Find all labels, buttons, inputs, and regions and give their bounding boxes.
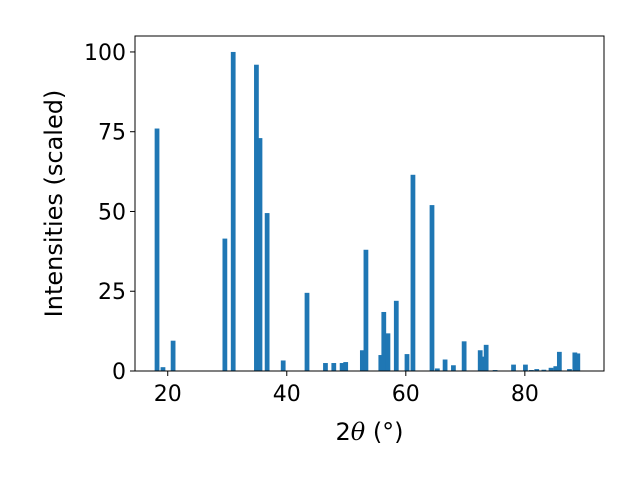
bar [556,351,562,371]
bar [257,138,263,371]
bar [154,128,160,371]
y-axis-ticks: 0 25 50 75 100 [84,41,135,385]
bar [483,344,489,371]
x-tick-label: 80 [511,382,539,407]
bar [393,300,399,371]
bar [339,363,345,371]
bar [461,341,467,371]
x-tick-label: 20 [154,382,182,407]
bar [160,367,166,371]
x-axis-label-prefix: 2 [335,418,350,446]
bar [363,249,369,371]
x-axis-label-suffix: (°) [365,418,403,446]
y-tick-label: 25 [98,280,126,305]
bar [553,366,559,371]
bar [534,369,540,371]
bar [429,205,435,371]
bar [264,213,270,371]
bar [381,311,387,371]
bar-group [154,51,581,371]
y-tick-label: 50 [98,200,126,225]
bar [451,365,456,371]
x-tick-label: 60 [392,382,420,407]
bar [511,364,516,371]
bar [359,350,365,371]
bar [410,174,416,371]
x-tick-label: 40 [273,382,301,407]
bar [480,356,485,371]
bar [378,355,384,371]
bar [434,368,440,371]
y-axis-label: Intensities (scaled) [40,90,68,318]
bar [254,64,259,371]
bar [222,238,228,371]
bar [230,51,236,371]
y-tick-label: 100 [84,41,126,66]
bar [575,353,581,371]
bar [404,354,410,371]
bar [572,352,578,371]
bar [331,363,337,371]
bar [304,292,310,371]
bar [385,333,391,371]
y-tick-label: 75 [98,121,126,146]
bar [170,340,176,371]
bar [567,369,572,371]
y-tick-label: 0 [112,360,126,385]
x-axis-label-symbol: θ [351,418,366,446]
x-axis-label: 2θ (°) [335,418,403,446]
plot-frame [134,35,605,372]
bar [280,360,286,371]
bar [442,359,448,371]
x-axis-ticks: 20 40 60 80 [154,371,539,407]
bar [323,363,328,371]
bar [548,367,554,371]
bar [343,362,349,371]
bar [541,369,547,371]
bar [523,364,528,371]
